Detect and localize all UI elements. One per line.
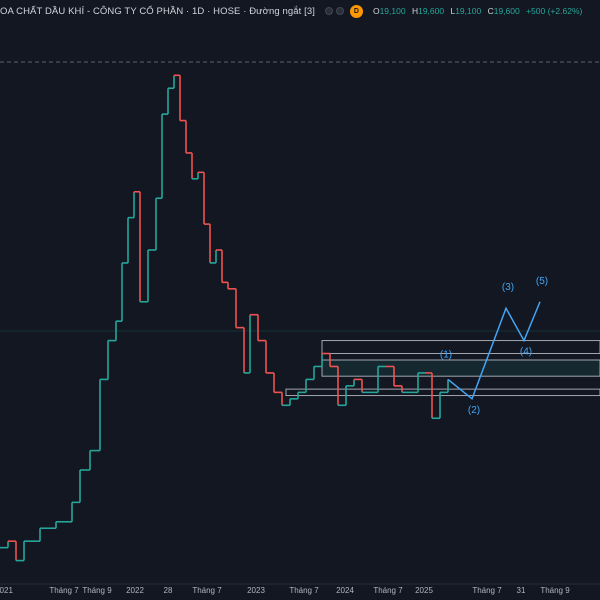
indicator-dot-icon[interactable]: [324, 7, 333, 15]
time-tick-label: Tháng 9: [82, 586, 112, 595]
low-value: 19,100: [455, 6, 482, 16]
wave-projection-layer: (1) (2) (3) (4) (5): [440, 276, 548, 416]
time-tick-label: 2021: [0, 586, 13, 595]
ohlc-readout: O19,100 H19,600 L19,100 C19,600 +500 (+2…: [373, 6, 582, 16]
high-label: H: [411, 6, 419, 16]
time-tick-label: 2022: [126, 586, 144, 595]
change-value: +500 (+2.62%): [526, 6, 583, 16]
low-label: L: [450, 6, 456, 16]
high-value: 19,600: [418, 6, 445, 16]
price-path-layer: [0, 74, 449, 562]
time-tick-label: Tháng 7: [192, 586, 222, 595]
indicator-dot-icon[interactable]: [335, 7, 344, 15]
wave-label: (3): [502, 282, 514, 293]
close-label: C: [487, 6, 494, 16]
time-tick-label: Tháng 7: [289, 586, 319, 595]
symbol-title: OA CHẤT DẦU KHÍ - CÔNG TY CỔ PHẦN · 1D ·…: [0, 5, 315, 17]
chart-header: OA CHẤT DẦU KHÍ - CÔNG TY CỔ PHẦN · 1D ·…: [0, 0, 600, 22]
time-tick-label: 2023: [247, 586, 265, 595]
time-tick-label: 28: [164, 586, 173, 595]
time-tick-label: Tháng 7: [373, 586, 403, 595]
time-tick-label: Tháng 7: [472, 586, 502, 595]
wave-line: [447, 301, 541, 401]
wave-label: (4): [520, 347, 532, 358]
wave-label: (5): [536, 276, 548, 287]
close-value: 19,600: [493, 6, 520, 16]
wave-label: (2): [468, 405, 480, 416]
zone-rect: [321, 340, 600, 354]
time-tick-label: Tháng 9: [540, 586, 570, 595]
open-label: O: [372, 6, 380, 16]
zones-layer: [285, 340, 600, 397]
time-tick-label: 2024: [336, 586, 354, 595]
header-indicators[interactable]: D: [324, 4, 363, 18]
time-tick-label: 31: [517, 586, 526, 595]
zone-rect: [321, 359, 600, 377]
wave-label: (1): [440, 349, 452, 360]
time-tick-label: 2025: [415, 586, 433, 595]
zone-rect: [285, 388, 600, 397]
data-badge-icon[interactable]: D: [349, 4, 363, 18]
time-tick-label: Tháng 7: [49, 586, 79, 595]
open-value: 19,100: [379, 6, 406, 16]
